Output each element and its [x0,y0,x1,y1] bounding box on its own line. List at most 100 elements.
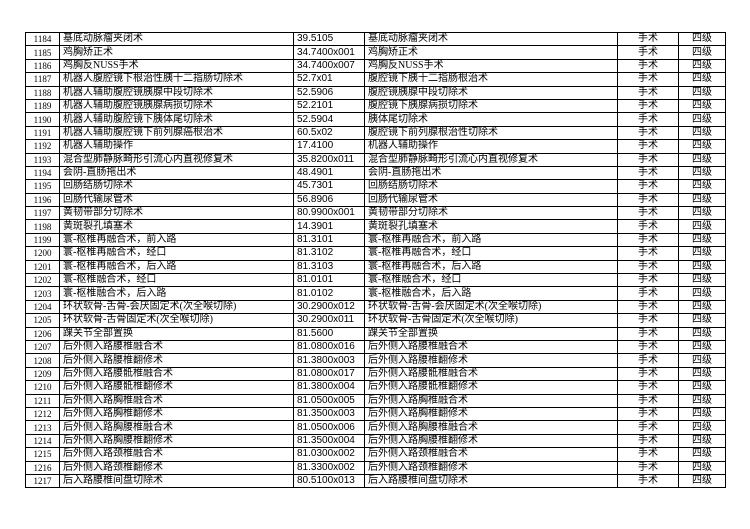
table-row: 1187 机器人腹腔镜下根治性胰十二指肠切除术 52.7x01 腹腔镜下胰十二指肠根治… [25,72,726,87]
procedure-name-cell: 鸡胸矫正术 [59,45,294,60]
standard-name-cell: 环状软骨-舌骨固定术(次全喉切除) [364,313,618,328]
procedure-name-cell: 机器人辅助腹腔镜下胰体尾切除术 [59,112,294,127]
standard-name-cell: 寰-枢椎融合术，后入路 [364,286,618,301]
procedure-name-cell: 后入路腰椎间盘切除术 [59,473,294,489]
level-cell: 四级 [678,98,726,114]
standard-name-cell: 黄韧带部分切除术 [364,206,618,221]
row-number-cell: 1210 [25,380,60,395]
standard-name-cell: 后外侧入路胸腰椎翻修术 [364,433,618,449]
level-cell: 四级 [678,31,726,47]
category-cell: 手术 [617,259,679,275]
category-cell: 手术 [617,206,679,221]
table-row: 1203 寰-枢椎融合术，后入路 81.0102 寰-枢椎融合术，后入路 手术 四级 [25,286,726,301]
row-number-cell: 1212 [25,406,60,422]
row-number-cell: 1193 [25,152,60,167]
category-cell: 手术 [617,165,679,181]
category-cell: 手术 [617,286,679,301]
row-number-cell: 1217 [25,473,60,489]
row-number-cell: 1192 [25,139,60,154]
procedure-name-cell: 环状软骨-舌骨固定术(次全喉切除) [59,313,294,328]
row-number-cell: 1213 [25,420,60,435]
procedure-table: 1184 基底动脉瘤夹闭术 39.5105 基底动脉瘤夹闭术 手术 四级 1185 鸡胸矫正术… [25,31,726,489]
procedure-name-cell: 机器人辅助腹腔镜胰腺中段切除术 [59,85,294,100]
category-cell: 手术 [617,152,679,167]
procedure-name-cell: 回肠代输尿管术 [59,192,294,208]
procedure-code-cell: 81.0500x006 [293,420,365,435]
level-cell: 四级 [678,72,726,87]
row-number-cell: 1207 [25,339,60,355]
row-number-cell: 1191 [25,125,60,141]
category-cell: 手术 [617,139,679,154]
procedure-code-cell: 52.2101 [293,98,365,114]
category-cell: 手术 [617,366,679,382]
standard-name-cell: 黄斑裂孔填塞术 [364,219,618,234]
row-number-cell: 1184 [25,31,60,47]
level-cell: 四级 [678,179,726,194]
row-number-cell: 1186 [25,58,60,74]
level-cell: 四级 [678,85,726,100]
table-row: 1210 后外侧入路腰骶椎翻修术 81.3800x004 后外侧入路腰骶椎翻修术 手术四… [25,380,726,395]
standard-name-cell: 机器人辅助操作 [364,139,618,154]
category-cell: 手术 [617,420,679,435]
level-cell: 四级 [678,112,726,127]
level-cell: 四级 [678,460,726,475]
standard-name-cell: 鸡胸矫正术 [364,45,618,60]
procedure-name-cell: 基底动脉瘤夹闭术 [59,31,294,47]
procedure-code-cell: 52.5904 [293,112,365,127]
level-cell: 四级 [678,165,726,181]
procedure-code-cell: 81.0800x016 [293,339,365,355]
standard-name-cell: 后外侧入路胸椎翻修术 [364,406,618,422]
level-cell: 四级 [678,380,726,395]
table-row: 1197 黄韧带部分切除术 80.9900x001 黄韧带部分切除术 手术 四级 [25,206,726,221]
standard-name-cell: 后外侧入路胸腰椎融合术 [364,420,618,435]
procedure-code-cell: 81.0500x005 [293,393,365,408]
procedure-code-cell: 56.8906 [293,192,365,208]
procedure-code-cell: 81.0800x017 [293,366,365,382]
category-cell: 手术 [617,72,679,87]
category-cell: 手术 [617,219,679,234]
category-cell: 手术 [617,313,679,328]
procedure-name-cell: 机器人辅助腹腔镜下前列腺癌根治术 [59,125,294,141]
standard-name-cell: 回肠结肠切除术 [364,179,618,194]
standard-name-cell: 鸡胸反NUSS手术 [364,58,618,74]
category-cell: 手术 [617,406,679,422]
procedure-code-cell: 81.0101 [293,273,365,288]
procedure-name-cell: 环状软骨-舌骨-会厌固定术(次全喉切除) [59,299,294,315]
table-row: 1206 踝关节全部置换 81.5600 踝关节全部置换 手术 四级 [25,326,726,341]
table-row: 1208 后外侧入路腰椎翻修术 81.3800x003 后外侧入路腰椎翻修术 手术 四级 [25,353,726,368]
level-cell: 四级 [678,232,726,248]
table-row: 1205 环状软骨-舌骨固定术(次全喉切除) 30.2900x011 环状软骨-舌骨固… [25,313,726,328]
row-number-cell: 1187 [25,72,60,87]
procedure-code-cell: 14.3901 [293,219,365,234]
standard-name-cell: 后外侧入路胸椎融合术 [364,393,618,408]
standard-name-cell: 后外侧入路颈椎翻修术 [364,460,618,475]
table-row: 1199 寰-枢椎再融合术，前入路 81.3101 寰-枢椎再融合术，前入路 手术 四级 [25,232,726,248]
row-number-cell: 1185 [25,45,60,60]
standard-name-cell: 后入路腰椎间盘切除术 [364,473,618,489]
category-cell: 手术 [617,232,679,248]
category-cell: 手术 [617,353,679,368]
category-cell: 手术 [617,447,679,462]
row-number-cell: 1194 [25,165,60,181]
standard-name-cell: 环状软骨-舌骨-会厌固定术(次全喉切除) [364,299,618,315]
category-cell: 手术 [617,125,679,141]
row-number-cell: 1198 [25,219,60,234]
table-row: 1214 后外侧入路胸腰椎翻修术 81.3500x004 后外侧入路胸腰椎翻修术 手术四… [25,433,726,449]
table-row: 1188 机器人辅助腹腔镜胰腺中段切除术 52.5906 腹腔镜胰腺中段切除术 手术 四级 [25,85,726,100]
standard-name-cell: 寰-枢椎融合术，经口 [364,273,618,288]
level-cell: 四级 [678,58,726,74]
level-cell: 四级 [678,286,726,301]
standard-name-cell: 后外侧入路腰骶椎融合术 [364,366,618,382]
row-number-cell: 1215 [25,447,60,462]
table-row: 1192 机器人辅助操作 17.4100 机器人辅助操作 手术 四级 [25,139,726,154]
category-cell: 手术 [617,326,679,341]
level-cell: 四级 [678,152,726,167]
standard-name-cell: 胰体尾切除术 [364,112,618,127]
procedure-code-cell: 81.5600 [293,326,365,341]
row-number-cell: 1206 [25,326,60,341]
procedure-code-cell: 81.3500x003 [293,406,365,422]
row-number-cell: 1214 [25,433,60,449]
standard-name-cell: 腹腔镜下胰十二指肠根治术 [364,72,618,87]
standard-name-cell: 后外侧入路颈椎融合术 [364,447,618,462]
level-cell: 四级 [678,339,726,355]
